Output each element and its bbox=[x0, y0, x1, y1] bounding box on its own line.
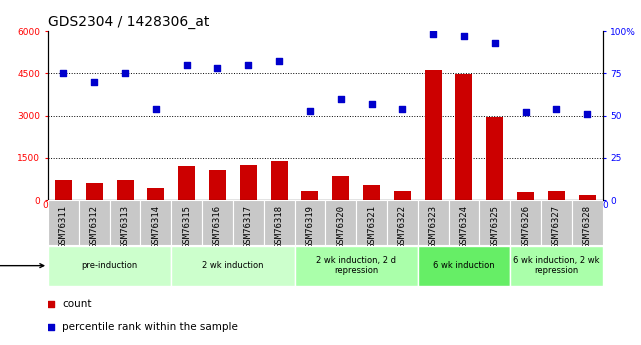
Bar bbox=[394, 191, 411, 200]
Text: 2 wk induction, 2 d
repression: 2 wk induction, 2 d repression bbox=[316, 256, 396, 275]
Bar bbox=[48, 200, 79, 245]
Bar bbox=[171, 200, 202, 245]
Text: count: count bbox=[62, 299, 92, 309]
Point bbox=[490, 40, 500, 46]
Point bbox=[304, 108, 315, 113]
Bar bbox=[418, 246, 510, 286]
Text: GSM76312: GSM76312 bbox=[90, 206, 99, 248]
Text: 0: 0 bbox=[603, 201, 608, 210]
Point bbox=[397, 106, 408, 111]
Bar bbox=[387, 200, 418, 245]
Bar bbox=[541, 200, 572, 245]
Text: GSM76311: GSM76311 bbox=[59, 206, 68, 248]
Text: protocol: protocol bbox=[0, 261, 44, 270]
Bar bbox=[510, 200, 541, 245]
Point bbox=[58, 71, 69, 76]
Text: percentile rank within the sample: percentile rank within the sample bbox=[62, 322, 238, 332]
Bar bbox=[332, 176, 349, 200]
Bar bbox=[449, 200, 479, 245]
Point bbox=[367, 101, 377, 107]
Bar bbox=[209, 170, 226, 200]
Text: GSM76328: GSM76328 bbox=[583, 206, 592, 248]
Text: GSM76321: GSM76321 bbox=[367, 206, 376, 248]
Bar bbox=[140, 200, 171, 245]
Bar bbox=[55, 180, 72, 200]
Text: GSM76323: GSM76323 bbox=[429, 206, 438, 248]
Bar bbox=[271, 161, 288, 200]
Bar bbox=[479, 200, 510, 245]
Text: GSM76324: GSM76324 bbox=[460, 206, 469, 248]
Text: 6 wk induction, 2 wk
repression: 6 wk induction, 2 wk repression bbox=[513, 256, 599, 275]
Text: 2 wk induction: 2 wk induction bbox=[202, 261, 263, 270]
Bar bbox=[517, 192, 534, 200]
Bar bbox=[548, 191, 565, 200]
Point bbox=[582, 111, 592, 117]
Text: GSM76319: GSM76319 bbox=[305, 206, 314, 248]
Bar bbox=[424, 70, 442, 200]
Point bbox=[181, 62, 192, 68]
Point bbox=[551, 106, 562, 111]
Text: GSM76315: GSM76315 bbox=[182, 206, 191, 248]
Text: GSM76316: GSM76316 bbox=[213, 206, 222, 248]
Bar bbox=[178, 166, 195, 200]
Point bbox=[89, 79, 99, 85]
Bar bbox=[233, 200, 263, 245]
Point bbox=[212, 66, 222, 71]
Bar bbox=[86, 183, 103, 200]
Bar bbox=[202, 200, 233, 245]
Bar bbox=[572, 200, 603, 245]
Text: GSM76314: GSM76314 bbox=[151, 206, 160, 248]
Bar bbox=[263, 200, 294, 245]
Text: GSM76318: GSM76318 bbox=[274, 206, 283, 248]
Bar bbox=[110, 200, 140, 245]
Bar bbox=[356, 200, 387, 245]
Text: GSM76320: GSM76320 bbox=[337, 206, 345, 248]
Bar bbox=[487, 117, 503, 200]
Bar bbox=[510, 246, 603, 286]
Text: 6 wk induction: 6 wk induction bbox=[433, 261, 495, 270]
Point bbox=[428, 32, 438, 37]
Point bbox=[151, 106, 161, 111]
Point bbox=[232, 7, 242, 13]
Point bbox=[459, 33, 469, 39]
Bar bbox=[79, 200, 110, 245]
Point bbox=[120, 71, 130, 76]
Point bbox=[243, 62, 253, 68]
Bar bbox=[418, 200, 449, 245]
Point bbox=[232, 211, 242, 217]
Point bbox=[336, 96, 346, 101]
Bar bbox=[171, 246, 294, 286]
Text: 0: 0 bbox=[42, 201, 48, 210]
Text: GDS2304 / 1428306_at: GDS2304 / 1428306_at bbox=[48, 14, 210, 29]
Bar bbox=[117, 179, 133, 200]
Bar bbox=[325, 200, 356, 245]
Text: pre-induction: pre-induction bbox=[81, 261, 138, 270]
Point bbox=[274, 59, 284, 64]
Text: GSM76317: GSM76317 bbox=[244, 206, 253, 248]
Bar bbox=[456, 74, 472, 200]
Point bbox=[520, 109, 531, 115]
Text: GSM76326: GSM76326 bbox=[521, 206, 530, 248]
Bar bbox=[301, 191, 319, 200]
Bar bbox=[294, 246, 418, 286]
Bar bbox=[579, 195, 595, 200]
Bar bbox=[48, 246, 171, 286]
Bar bbox=[294, 200, 325, 245]
Text: GSM76313: GSM76313 bbox=[121, 206, 129, 248]
Bar bbox=[147, 188, 164, 200]
Text: GSM76327: GSM76327 bbox=[552, 206, 561, 248]
Text: GSM76322: GSM76322 bbox=[398, 206, 407, 248]
Bar bbox=[363, 185, 380, 200]
Text: GSM76325: GSM76325 bbox=[490, 206, 499, 248]
Bar bbox=[240, 165, 257, 200]
